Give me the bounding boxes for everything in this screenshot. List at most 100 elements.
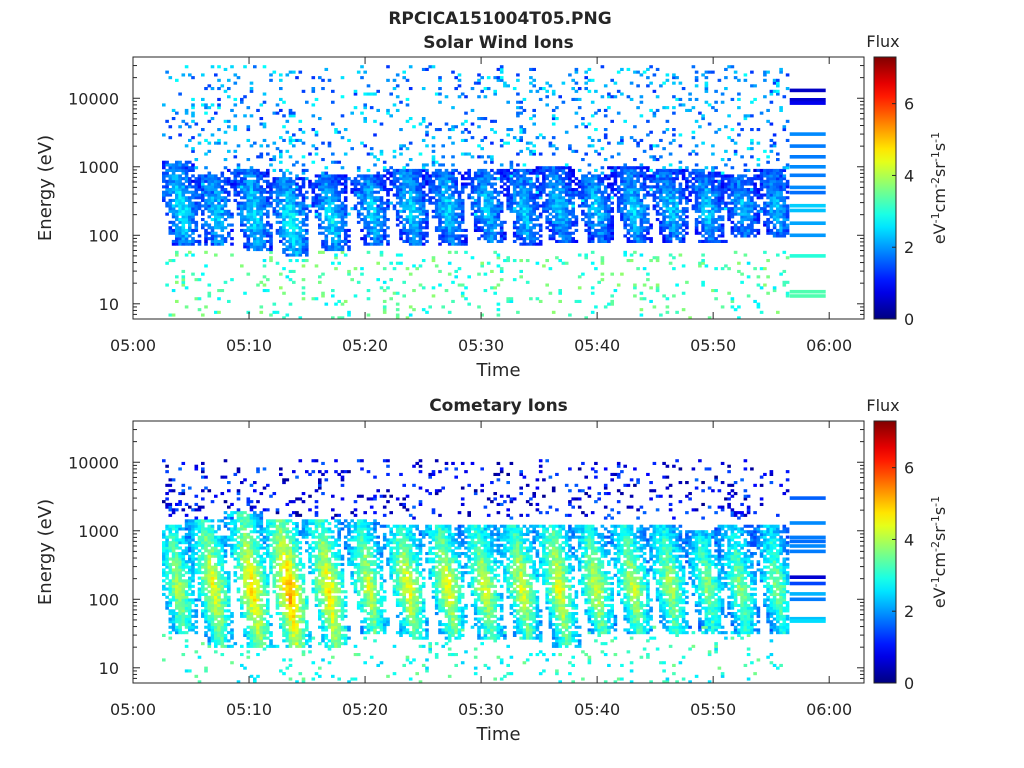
spectrogram-cell [701, 201, 705, 205]
spectrogram-cell [207, 226, 212, 230]
spectrogram-cell [594, 231, 598, 235]
spectrogram-cell [613, 177, 618, 181]
spectrogram-cell [402, 166, 406, 170]
spectrogram-cell [763, 223, 767, 227]
spectrogram-cell [490, 234, 494, 238]
spectrogram-cell [327, 245, 332, 249]
spectrogram-cell [353, 182, 358, 186]
spectrogram-cell [568, 188, 572, 192]
spectrogram-cell [564, 163, 569, 167]
spectrogram-cell [769, 174, 774, 178]
spectrogram-cell [275, 220, 280, 224]
spectrogram-cell [499, 223, 504, 227]
spectrogram-cell [694, 78, 699, 82]
spectrogram-cell [405, 78, 410, 82]
spectrogram-cell [776, 310, 780, 314]
spectrogram-cell [421, 237, 426, 241]
spectrogram-cell [262, 245, 267, 249]
spectrogram-cell [408, 158, 413, 162]
spectrogram-cell [210, 179, 215, 183]
spectrogram-cell [646, 226, 650, 230]
spectrogram-cell [460, 212, 465, 216]
spectrogram-cell [655, 259, 660, 263]
spectrogram-cell [467, 302, 471, 306]
spectrogram-cell [542, 207, 546, 211]
spectrogram-cell [321, 185, 325, 189]
spectrogram-cell [568, 212, 572, 216]
spectrogram-cell [548, 196, 553, 200]
spectrogram-cell [496, 78, 501, 82]
spectrogram-cell [532, 108, 536, 112]
spectrogram-cell [236, 179, 241, 183]
spectrogram-cell [412, 179, 416, 183]
spectrogram-cell [337, 248, 341, 252]
spectrogram-cell [399, 147, 403, 151]
spectrogram-cell [587, 212, 592, 216]
spectrogram-cell [204, 250, 208, 254]
spectrogram-cell [477, 185, 481, 189]
spectrogram-cell [305, 253, 309, 257]
spectrogram-cell [642, 166, 647, 170]
spectrogram-cell [253, 196, 257, 200]
spectrogram-cell [473, 198, 478, 202]
spectrogram-cell [525, 207, 530, 211]
spectrogram-cell [584, 212, 588, 216]
spectrogram-cell [447, 201, 452, 205]
spectrogram-cell [486, 201, 491, 205]
spectrogram-cell [486, 231, 491, 235]
spectrogram-cell [431, 65, 436, 69]
spectrogram-cell [233, 177, 238, 181]
spectrogram-cell [444, 179, 449, 183]
spectrogram-cell [750, 198, 754, 202]
spectrogram-cell [288, 209, 293, 213]
spectrogram-cell [720, 188, 725, 192]
spectrogram-cell [214, 198, 218, 202]
spectrogram-cell [701, 223, 705, 227]
spectrogram-cell [639, 138, 644, 142]
spectrogram-cell [334, 226, 338, 230]
spectrogram-cell [240, 168, 244, 172]
spectrogram-cell [545, 201, 549, 205]
spectrogram-cell [223, 119, 228, 123]
spectrogram-cell [564, 174, 569, 178]
spectrogram-cell [353, 185, 358, 189]
spectrogram-cell [681, 209, 686, 213]
spectrogram-cell [438, 223, 442, 227]
spectrogram-cell [493, 204, 497, 208]
spectrogram-cell [366, 204, 371, 208]
spectrogram-cell [373, 174, 377, 178]
spectrogram-cell [168, 166, 173, 170]
spectrogram-cell [243, 174, 247, 178]
spectrogram-cell [542, 209, 546, 213]
spectrogram-cell [431, 149, 436, 153]
spectrogram-cell [230, 179, 234, 183]
spectrogram-cell [331, 231, 335, 235]
spectrogram-cell [590, 212, 595, 216]
spectrogram-cell [168, 168, 173, 172]
spectrogram-cell [694, 190, 699, 194]
spectrogram-cell [191, 119, 195, 123]
spectrogram-cell [184, 231, 189, 235]
spectrogram-cell [249, 209, 254, 213]
spectrogram-cell [603, 158, 608, 162]
spectrogram-cell [447, 250, 452, 254]
spectrogram-cell [191, 166, 195, 170]
spectrogram-cell [266, 231, 270, 235]
spectrogram-cell [672, 207, 676, 211]
spectrogram-cell [405, 163, 410, 167]
spectrogram-cell [509, 198, 514, 202]
spectrogram-cell [382, 209, 387, 213]
spectrogram-cell [756, 174, 761, 178]
spectrogram-cell [561, 261, 566, 265]
spectrogram-cell [204, 106, 208, 110]
spectrogram-cell [431, 144, 436, 148]
spectrogram-cell [363, 185, 367, 189]
spectrogram-cell [253, 234, 257, 238]
spectrogram-cell [425, 223, 429, 227]
spectrogram-cell [295, 138, 299, 142]
spectrogram-cell [659, 138, 663, 142]
spectrogram-cell [733, 190, 738, 194]
spectrogram-cell [662, 212, 666, 216]
spectrogram-cell [519, 209, 523, 213]
spectrogram-cell [639, 308, 644, 312]
